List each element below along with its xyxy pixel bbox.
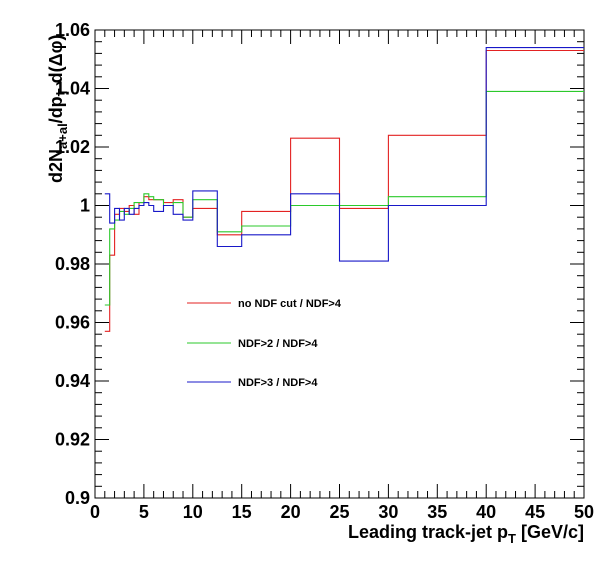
y-tick-label: 0.94 bbox=[55, 371, 90, 391]
y-tick-label: 1.04 bbox=[55, 79, 90, 99]
y-tick-label: 0.92 bbox=[55, 430, 90, 450]
legend: no NDF cut / NDF>4 NDF>2 / NDF>4 NDF>3 / N… bbox=[187, 298, 342, 389]
y-tick-label: 0.98 bbox=[55, 254, 90, 274]
y-tick-label: 1.02 bbox=[55, 137, 90, 157]
series-line-2 bbox=[104, 90, 584, 306]
series-line-1 bbox=[104, 49, 584, 332]
y-axis-ticks: 0.9 0.92 0.94 0.96 0.98 1 1.02 1.04 1.06 bbox=[55, 20, 584, 508]
series-line-3 bbox=[104, 47, 584, 262]
legend-label: no NDF cut / NDF>4 bbox=[238, 298, 342, 310]
y-tick-label: 1.06 bbox=[55, 20, 90, 40]
x-tick-label: 45 bbox=[525, 502, 545, 522]
x-tick-label: 30 bbox=[378, 502, 398, 522]
x-tick-label: 0 bbox=[90, 502, 100, 522]
y-tick-label: 0.96 bbox=[55, 313, 90, 333]
x-tick-label: 15 bbox=[232, 502, 252, 522]
y-tick-label: 0.9 bbox=[65, 488, 90, 508]
x-tick-label: 20 bbox=[281, 502, 301, 522]
plot-frame bbox=[94, 29, 585, 499]
x-tick-label: 5 bbox=[139, 502, 149, 522]
x-tick-label: 50 bbox=[574, 502, 594, 522]
legend-label: NDF>3 / NDF>4 bbox=[238, 377, 318, 389]
legend-label: NDF>2 / NDF>4 bbox=[238, 338, 318, 350]
x-axis-ticks: 0 5 10 15 20 25 30 35 40 45 50 bbox=[90, 30, 594, 522]
x-tick-label: 10 bbox=[183, 502, 203, 522]
series-layer bbox=[104, 47, 584, 332]
x-tick-label: 35 bbox=[427, 502, 447, 522]
y-tick-label: 1 bbox=[80, 196, 90, 216]
y-axis-title: d2Na+al/dpT d(Δφ) bbox=[46, 35, 70, 183]
x-axis-title: Leading track-jet pT [GeV/c] bbox=[348, 522, 584, 546]
x-tick-label: 25 bbox=[329, 502, 349, 522]
x-tick-label: 40 bbox=[476, 502, 496, 522]
